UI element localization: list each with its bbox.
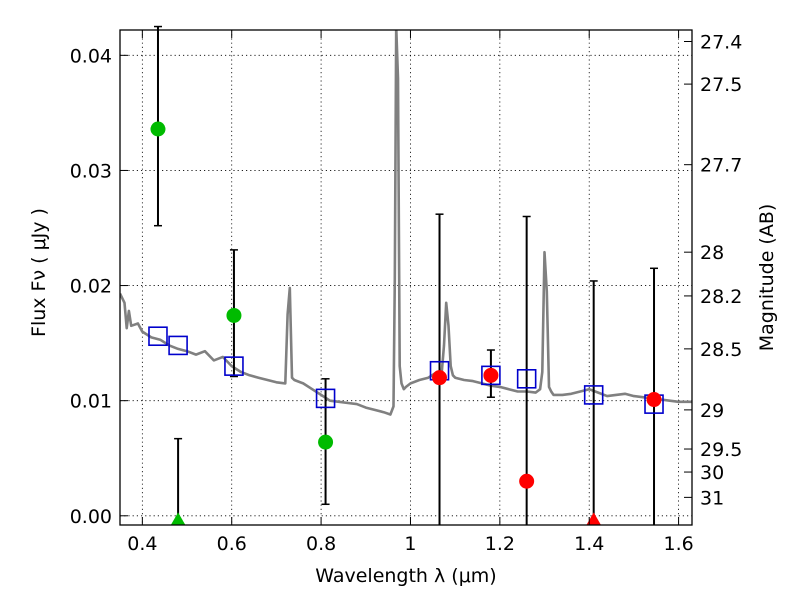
model-photometry-square [583,385,604,405]
x-tick-label: 0.6 [217,533,247,555]
x-tick-label: 1.6 [663,533,693,555]
magnitude-tick-label: 31 [700,487,724,509]
magnitude-tick-label: 29 [700,400,724,422]
x-tick-label: 1.4 [574,533,604,555]
magnitude-tick-label: 28.2 [700,286,742,308]
observed-photometry-layer [150,121,662,526]
grid-lines [120,30,692,525]
x-tick-label: 0.8 [306,533,336,555]
x-tick-label: 1 [404,533,416,555]
magnitude-tick-label: 28.5 [700,339,742,361]
y-axis-right-label: Magnitude (AB) [756,204,778,352]
y-tick-label: 0.02 [70,276,112,298]
nir-data-point [483,367,499,383]
optical-data-point [150,121,166,137]
optical-upper-limit-triangle [170,512,186,526]
model-photometry-layer [148,326,664,414]
y-tick-label: 0.03 [70,160,112,182]
axis-ticks [120,30,692,525]
optical-data-point [226,307,242,323]
y-tick-label: 0.00 [70,506,112,528]
magnitude-tick-label: 27.4 [700,32,742,54]
magnitude-tick-label: 27.5 [700,74,742,96]
x-tick-label: 1.2 [485,533,515,555]
nir-upper-limit-triangle [586,512,602,526]
magnitude-tick-label: 30 [700,462,724,484]
nir-data-point [646,392,662,408]
error-bars-layer [153,25,659,525]
magnitude-tick-label: 29.5 [700,439,742,461]
tick-labels: 0.4 0.6 0.8 1 1.2 1.4 1.6 0.00 0.01 0.02 0.03 0.04 2… [70,32,743,555]
model-photometry-square [315,388,336,409]
nir-data-point [432,370,448,386]
x-tick-label: 0.4 [127,533,157,555]
y-tick-label: 0.01 [70,391,112,413]
optical-data-point [318,434,334,450]
model-spectrum-layer [120,30,692,416]
y-tick-label: 0.04 [70,45,112,67]
x-axis-label: Wavelength λ (μm) [315,565,496,587]
model-photometry-square [224,356,244,376]
y-axis-label: Flux Fν ( μJy ) [28,208,50,337]
plot-frame [119,29,693,526]
nir-data-point [519,473,535,489]
magnitude-tick-label: 28 [700,242,724,264]
model-photometry-square [481,365,501,386]
magnitude-tick-label: 27.7 [700,155,742,177]
model-photometry-square [516,369,537,389]
model-spectrum-line [120,30,692,416]
model-photometry-square [148,326,168,347]
model-photometry-square [168,335,188,356]
